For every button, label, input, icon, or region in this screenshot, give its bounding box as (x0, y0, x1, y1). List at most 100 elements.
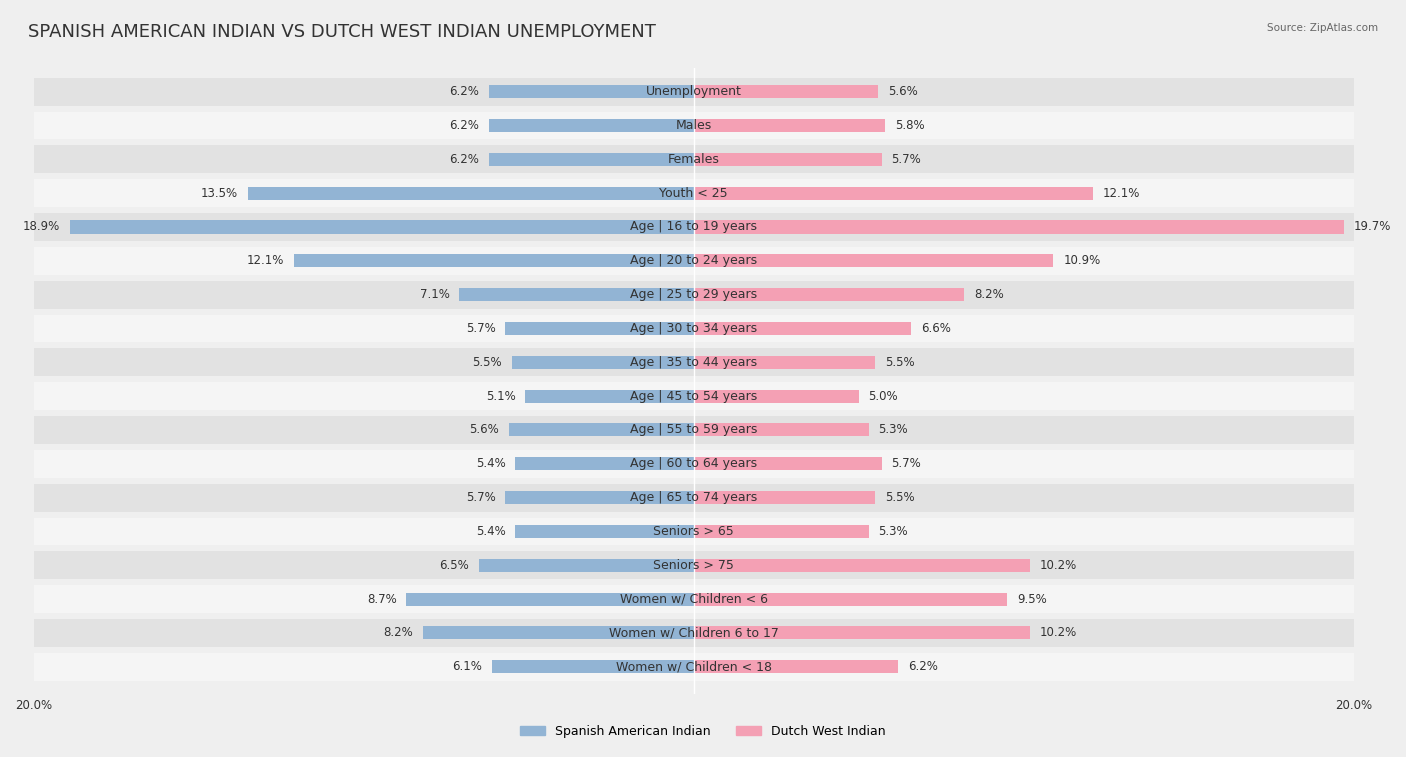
Text: Women w/ Children < 18: Women w/ Children < 18 (616, 660, 772, 673)
Bar (693, 660, 898, 673)
Text: Age | 30 to 34 years: Age | 30 to 34 years (630, 322, 758, 335)
Text: 5.5%: 5.5% (884, 356, 915, 369)
Text: 5.4%: 5.4% (475, 525, 506, 538)
Text: 7.1%: 7.1% (419, 288, 450, 301)
Text: 5.3%: 5.3% (879, 423, 908, 437)
Bar (693, 525, 869, 538)
Bar (693, 187, 1092, 200)
Bar (693, 153, 882, 166)
Text: 6.2%: 6.2% (449, 119, 479, 132)
Bar (34, 281, 1354, 309)
Text: 10.2%: 10.2% (1040, 559, 1077, 572)
Text: 5.5%: 5.5% (884, 491, 915, 504)
Bar (693, 423, 869, 437)
Text: 9.5%: 9.5% (1017, 593, 1046, 606)
Text: 5.7%: 5.7% (891, 153, 921, 166)
Text: Age | 65 to 74 years: Age | 65 to 74 years (630, 491, 758, 504)
Text: Seniors > 65: Seniors > 65 (654, 525, 734, 538)
Text: 10.9%: 10.9% (1063, 254, 1101, 267)
Bar (479, 559, 693, 572)
Text: 5.6%: 5.6% (889, 86, 918, 98)
Bar (34, 213, 1354, 241)
Bar (489, 153, 693, 166)
Text: 10.2%: 10.2% (1040, 627, 1077, 640)
Bar (460, 288, 693, 301)
Bar (247, 187, 693, 200)
Bar (34, 247, 1354, 275)
Text: Age | 20 to 24 years: Age | 20 to 24 years (630, 254, 758, 267)
Bar (516, 457, 693, 470)
Text: 13.5%: 13.5% (201, 187, 238, 200)
Text: 5.1%: 5.1% (485, 390, 516, 403)
Text: Source: ZipAtlas.com: Source: ZipAtlas.com (1267, 23, 1378, 33)
Bar (34, 382, 1354, 410)
Text: 6.5%: 6.5% (440, 559, 470, 572)
Bar (693, 593, 1007, 606)
Bar (693, 390, 859, 403)
Bar (693, 627, 1031, 640)
Text: 5.5%: 5.5% (472, 356, 502, 369)
Bar (693, 559, 1031, 572)
Bar (489, 119, 693, 132)
Bar (693, 254, 1053, 267)
Text: 8.7%: 8.7% (367, 593, 396, 606)
Text: 6.6%: 6.6% (921, 322, 952, 335)
Bar (693, 457, 882, 470)
Text: Age | 60 to 64 years: Age | 60 to 64 years (630, 457, 758, 470)
Text: Youth < 25: Youth < 25 (659, 187, 728, 200)
Text: 5.0%: 5.0% (869, 390, 898, 403)
Text: Age | 16 to 19 years: Age | 16 to 19 years (630, 220, 756, 233)
Text: 18.9%: 18.9% (22, 220, 60, 233)
Bar (512, 356, 693, 369)
Text: 12.1%: 12.1% (1102, 187, 1140, 200)
Bar (693, 356, 875, 369)
Text: Unemployment: Unemployment (645, 86, 741, 98)
Legend: Spanish American Indian, Dutch West Indian: Spanish American Indian, Dutch West Indi… (516, 720, 890, 743)
Bar (34, 315, 1354, 342)
Bar (34, 145, 1354, 173)
Text: Age | 35 to 44 years: Age | 35 to 44 years (630, 356, 758, 369)
Text: Women w/ Children 6 to 17: Women w/ Children 6 to 17 (609, 627, 779, 640)
Bar (406, 593, 693, 606)
Bar (693, 322, 911, 335)
Text: Age | 25 to 29 years: Age | 25 to 29 years (630, 288, 758, 301)
Text: Age | 55 to 59 years: Age | 55 to 59 years (630, 423, 758, 437)
Text: 5.7%: 5.7% (465, 322, 495, 335)
Bar (34, 78, 1354, 105)
Bar (489, 85, 693, 98)
Bar (34, 551, 1354, 579)
Text: Females: Females (668, 153, 720, 166)
Bar (34, 653, 1354, 681)
Text: 8.2%: 8.2% (384, 627, 413, 640)
Text: 5.8%: 5.8% (894, 119, 925, 132)
Bar (526, 390, 693, 403)
Bar (516, 525, 693, 538)
Bar (34, 450, 1354, 478)
Bar (70, 220, 693, 233)
Text: 6.2%: 6.2% (449, 86, 479, 98)
Text: SPANISH AMERICAN INDIAN VS DUTCH WEST INDIAN UNEMPLOYMENT: SPANISH AMERICAN INDIAN VS DUTCH WEST IN… (28, 23, 657, 41)
Bar (693, 491, 875, 504)
Text: 5.7%: 5.7% (891, 457, 921, 470)
Text: 6.1%: 6.1% (453, 660, 482, 673)
Bar (34, 348, 1354, 376)
Text: Males: Males (675, 119, 711, 132)
Bar (34, 484, 1354, 512)
Text: 5.4%: 5.4% (475, 457, 506, 470)
Bar (693, 288, 965, 301)
Bar (294, 254, 693, 267)
Text: 19.7%: 19.7% (1354, 220, 1391, 233)
Text: Women w/ Children < 6: Women w/ Children < 6 (620, 593, 768, 606)
Bar (693, 119, 884, 132)
Text: 8.2%: 8.2% (974, 288, 1004, 301)
Text: 12.1%: 12.1% (247, 254, 284, 267)
Bar (34, 619, 1354, 646)
Bar (693, 220, 1344, 233)
Bar (492, 660, 693, 673)
Bar (693, 85, 879, 98)
Bar (423, 627, 693, 640)
Text: Seniors > 75: Seniors > 75 (654, 559, 734, 572)
Text: 5.6%: 5.6% (470, 423, 499, 437)
Text: 5.7%: 5.7% (465, 491, 495, 504)
Bar (34, 111, 1354, 139)
